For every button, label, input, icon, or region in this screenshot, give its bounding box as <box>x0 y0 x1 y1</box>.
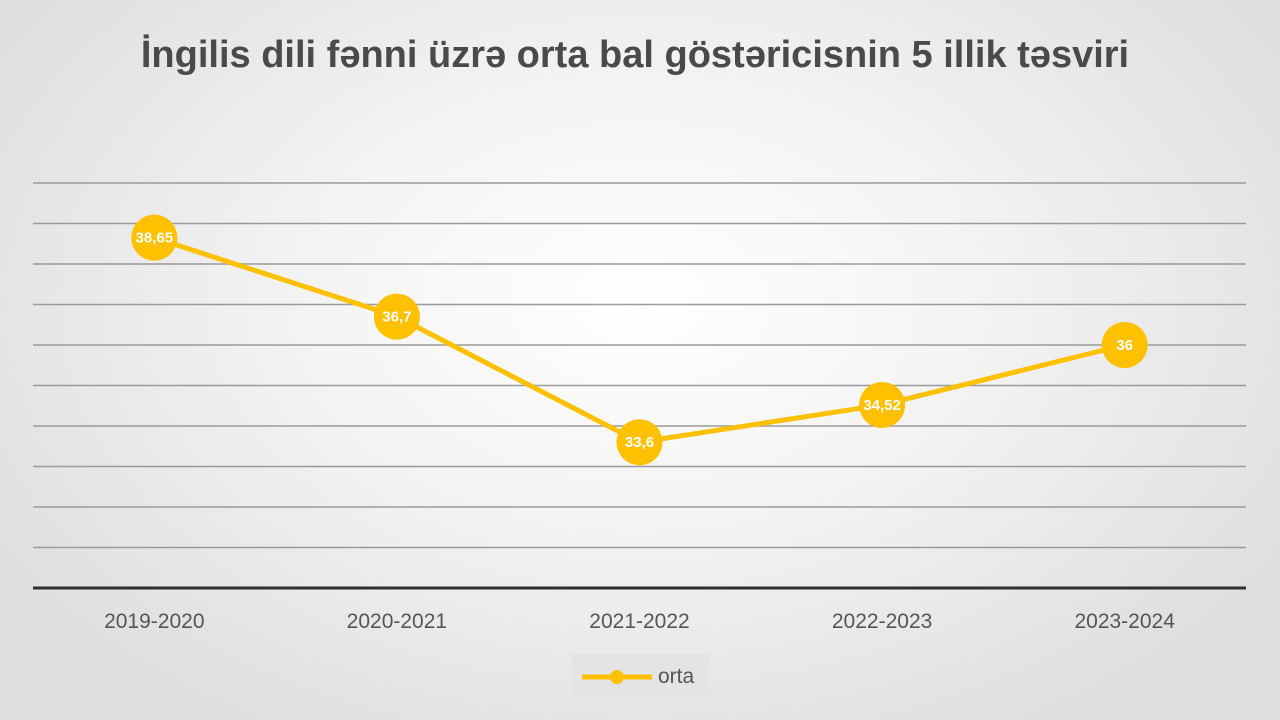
data-point-marker <box>373 293 420 340</box>
data-points: 38,65 36,7 33,6 34,52 36 <box>131 214 1148 466</box>
data-label: 38,65 <box>136 230 174 247</box>
data-label: 36,7 <box>382 309 411 326</box>
chart-title: İngilis dili fənni üzrə orta bal göstəri… <box>140 34 1130 76</box>
x-tick-labels: 2019-2020 2020-2021 2021-2022 2022-2023 2023… <box>104 610 1175 633</box>
data-label: 36 <box>1116 337 1133 354</box>
x-tick-label: 2022-2023 <box>832 610 932 633</box>
data-point-marker <box>859 381 906 428</box>
data-label: 34,52 <box>863 397 901 414</box>
legend-label-orta: orta <box>658 664 695 688</box>
x-tick-label: 2019-2020 <box>104 610 204 633</box>
series-line-orta <box>151 235 1128 445</box>
x-tick-label: 2020-2021 <box>347 610 447 633</box>
x-tick-label: 2021-2022 <box>589 610 689 633</box>
data-point-marker <box>616 419 663 466</box>
x-tick-label: 2023-2024 <box>1074 610 1175 633</box>
legend: orta <box>572 654 709 699</box>
legend-line-marker-icon <box>582 669 652 684</box>
data-point-marker <box>1101 322 1148 368</box>
gridlines <box>33 182 1246 549</box>
data-point-marker <box>131 214 178 261</box>
data-label: 33,6 <box>625 434 654 451</box>
